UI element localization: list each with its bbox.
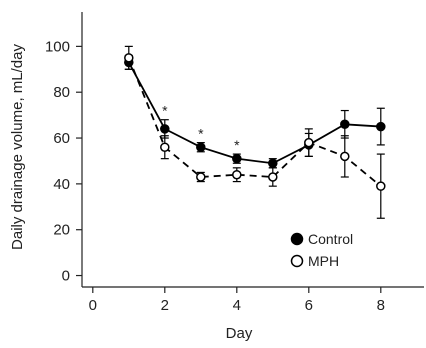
data-point xyxy=(124,53,134,63)
data-point xyxy=(160,142,170,152)
data-point xyxy=(340,119,350,130)
x-tick-label: 6 xyxy=(305,297,313,314)
data-point xyxy=(232,153,242,164)
y-axis-label: Daily drainage volume, mL/day xyxy=(9,44,26,250)
data-point xyxy=(196,172,206,182)
y-tick-label: 80 xyxy=(53,84,70,101)
significance-mark: * xyxy=(162,103,168,119)
x-tick-label: 2 xyxy=(161,297,169,314)
data-point xyxy=(376,181,386,191)
significance-mark: * xyxy=(234,137,240,153)
data-point xyxy=(340,151,350,162)
data-point xyxy=(268,172,278,182)
y-tick-label: 0 xyxy=(62,268,70,285)
series-line xyxy=(128,61,381,165)
legend-marker-control xyxy=(290,232,304,246)
data-point xyxy=(304,137,314,148)
y-tick-label: 60 xyxy=(53,130,70,147)
legend-label-mph: MPH xyxy=(308,253,339,269)
y-tick-label: 20 xyxy=(53,222,70,239)
x-tick-label: 4 xyxy=(233,297,241,314)
x-axis-label: Day xyxy=(226,325,253,342)
series-mph xyxy=(124,45,386,219)
data-point xyxy=(196,142,206,152)
legend-marker-mph xyxy=(290,254,304,268)
data-point xyxy=(232,169,242,180)
x-tick-label: 0 xyxy=(89,297,97,314)
significance-layer: * * * xyxy=(162,103,240,153)
series-line xyxy=(127,57,382,187)
data-point xyxy=(160,124,170,134)
plot-frame xyxy=(81,12,424,288)
legend-label-control: Control xyxy=(308,231,353,247)
data-point xyxy=(268,158,278,168)
y-tick-label: 40 xyxy=(53,176,70,193)
legend: Control MPH xyxy=(290,231,353,269)
x-tick-label: 8 xyxy=(377,297,385,314)
axes: 0 20 40 60 80 100 0 2 4 6 8 xyxy=(45,38,385,314)
series-layer xyxy=(124,45,386,219)
significance-mark: * xyxy=(198,126,204,142)
y-tick-label: 100 xyxy=(45,38,70,55)
data-point xyxy=(376,121,386,132)
